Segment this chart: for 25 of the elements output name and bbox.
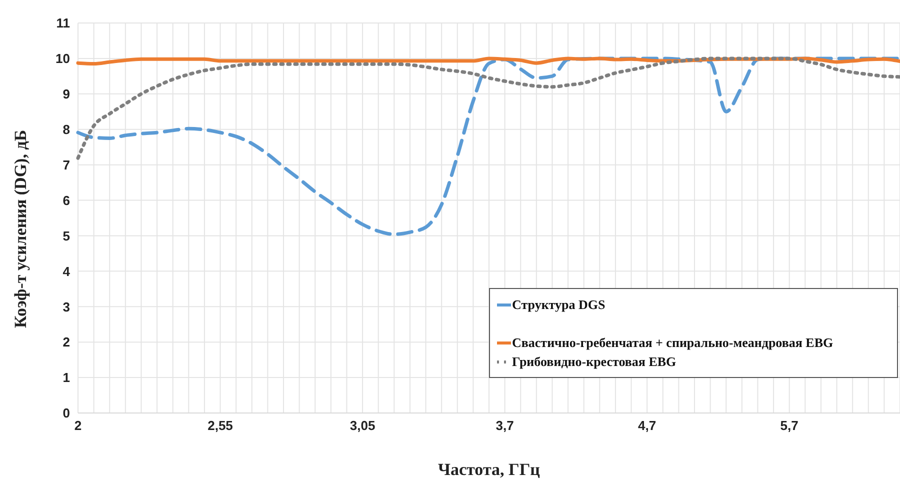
x-tick-label: 2,55 [208,418,233,434]
legend-label: Свастично-гребенчатая + спирально-меандровая EBG [512,334,834,352]
y-tick-label: 10 [56,51,70,66]
x-tick-label: 4,7 [638,418,656,434]
y-tick-label: 0 [62,406,70,421]
line-series [76,56,900,236]
line-series [76,56,900,160]
x-tick-label: 5,7 [780,418,798,434]
x-tick-label: 3,05 [350,418,376,434]
x-tick-label: 2 [74,418,82,434]
y-tick-label: 5 [62,228,70,244]
y-tick-label: 2 [62,334,70,350]
y-tick-label: 8 [62,122,70,137]
x-tick-label: 3,7 [496,418,514,434]
y-tick-label: 11 [56,16,70,31]
y-tick-label: 4 [62,264,71,279]
y-tick-label: 6 [62,192,70,208]
y-tick-label: 7 [62,157,70,172]
y-axis-title: Коэф-т усиления (DG), дБ [11,130,30,328]
legend-label: Грибовидно-крестовая EBG [512,353,676,371]
legend-label: Структура DGS [512,296,606,314]
y-tick-label: 3 [62,299,70,314]
y-tick-label: 1 [62,370,70,386]
y-tick-label: 9 [62,86,70,102]
x-axis-title: Частота, ГГц [438,460,540,479]
